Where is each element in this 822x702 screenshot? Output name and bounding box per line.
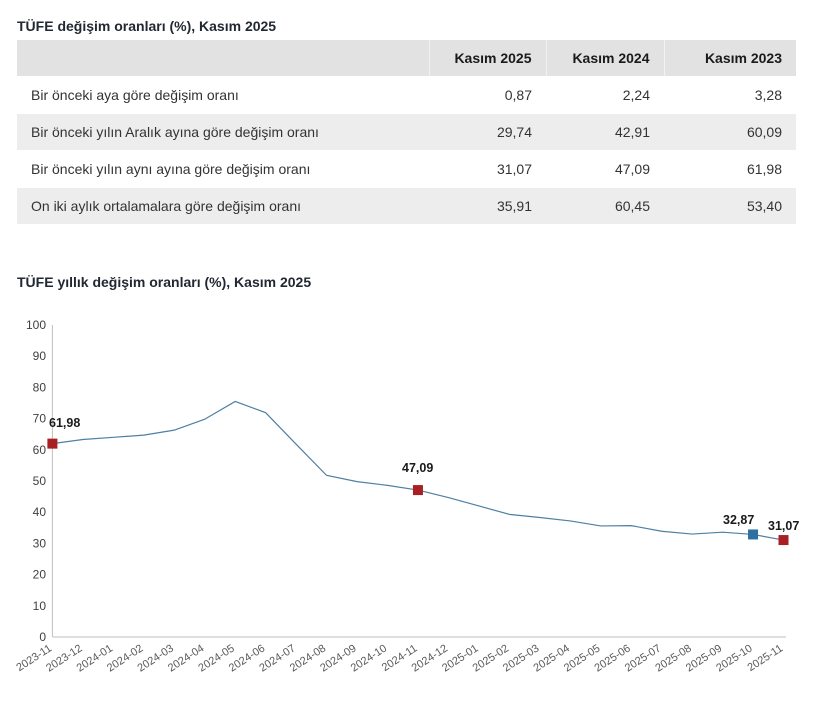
svg-text:20: 20: [33, 568, 47, 582]
svg-text:0: 0: [39, 630, 46, 644]
svg-text:60: 60: [33, 443, 47, 457]
svg-text:47,09: 47,09: [402, 461, 433, 475]
svg-text:90: 90: [33, 349, 47, 363]
svg-text:31,07: 31,07: [768, 519, 799, 533]
svg-text:100: 100: [26, 318, 46, 332]
svg-text:70: 70: [33, 412, 47, 426]
svg-text:80: 80: [33, 380, 47, 394]
svg-text:10: 10: [33, 599, 47, 613]
svg-text:2025-11: 2025-11: [745, 642, 785, 674]
svg-text:50: 50: [33, 474, 47, 488]
svg-text:32,87: 32,87: [723, 513, 754, 527]
svg-text:40: 40: [33, 505, 47, 519]
svg-text:30: 30: [33, 536, 47, 550]
svg-text:61,98: 61,98: [49, 416, 80, 430]
